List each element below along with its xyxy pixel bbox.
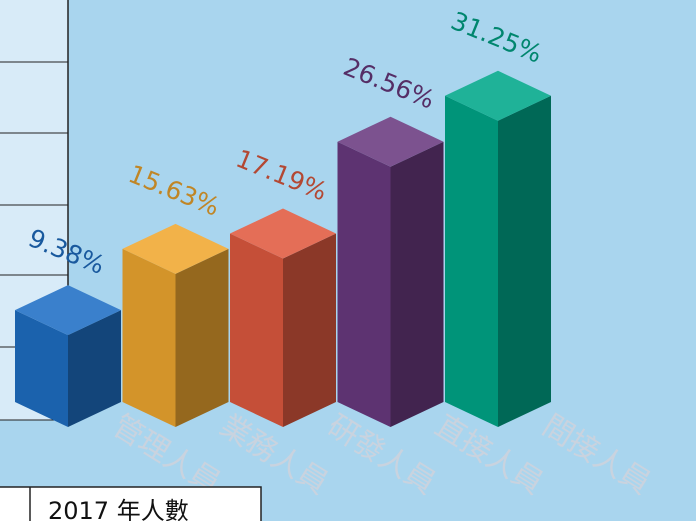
- bar-top-face: [337, 116, 444, 167]
- bar-top-face: [15, 285, 121, 336]
- category-label: 間接人員: [536, 408, 656, 501]
- value-label: 26.56%: [339, 52, 438, 115]
- bottom-table: 2017 年人數: [0, 486, 262, 521]
- bar-left-face: [445, 95, 498, 427]
- value-label: 15.63%: [124, 159, 223, 222]
- bar-right-face: [498, 95, 551, 427]
- bar-right-face: [390, 141, 444, 427]
- bar-left-face: [122, 248, 176, 427]
- bars: 9.38%管理人員15.63%業務人員17.19%研發人員26.56%直接人員3…: [15, 6, 657, 502]
- bar-left-face: [230, 233, 283, 427]
- table-header: 2017 年人數: [48, 497, 189, 521]
- bar-left-face: [337, 141, 391, 427]
- bar-top-face: [230, 208, 336, 259]
- bar-top-face: [445, 70, 551, 121]
- bar-top-face: [122, 223, 229, 274]
- value-label: 17.19%: [232, 144, 331, 207]
- bar-right-face: [283, 233, 336, 427]
- value-label: 31.25%: [447, 6, 546, 69]
- table-box: [0, 486, 262, 521]
- bar-right-face: [175, 248, 229, 427]
- bar-left-face: [15, 310, 68, 427]
- bar-right-face: [68, 310, 121, 427]
